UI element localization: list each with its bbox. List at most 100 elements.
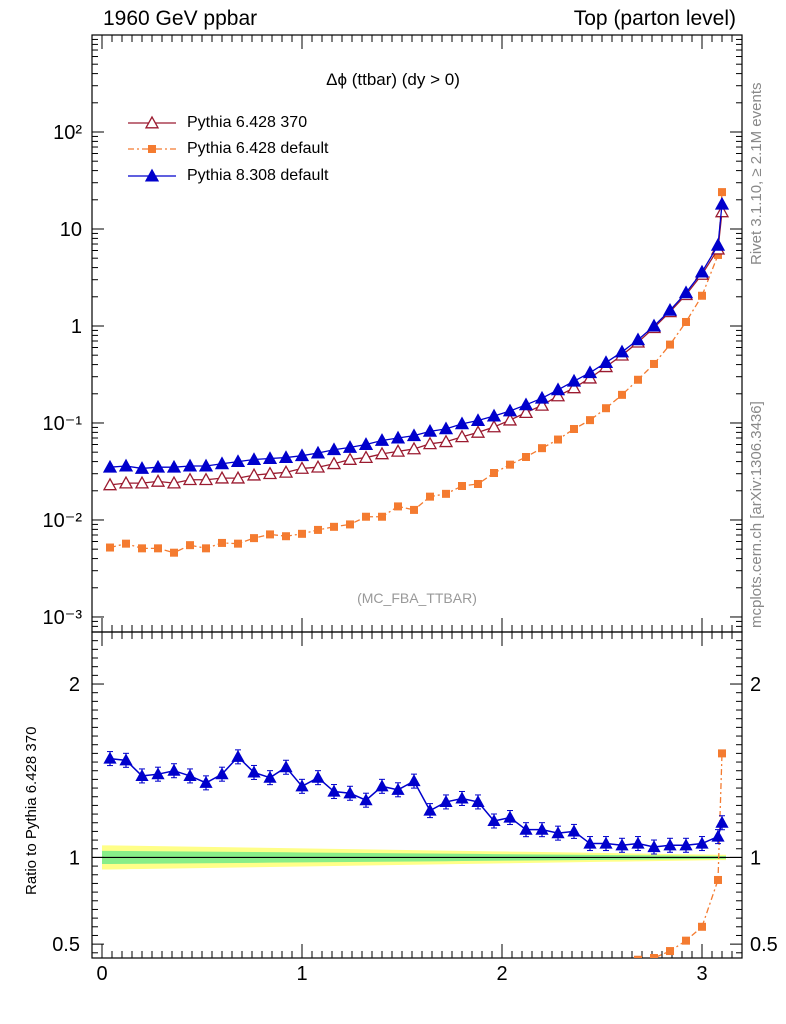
ratio-y-label: Ratio to Pythia 6.428 370 <box>23 726 40 895</box>
rivet-label: Rivet 3.1.10, ≥ 2.1M events <box>748 82 765 266</box>
ratio-point-pythia8-default <box>263 770 277 783</box>
ratio-point-pythia8-default <box>359 793 373 806</box>
ratio-point-pythia6-default <box>538 964 546 972</box>
point-pythia6-370 <box>214 470 230 484</box>
ratio-point-pythia6-default <box>698 922 706 931</box>
point-pythia6-370 <box>134 475 150 489</box>
ratio-x-tick-label: 0 <box>96 963 107 985</box>
ratio-point-pythia8-default <box>167 763 181 776</box>
header-left: 1960 GeV ppbar <box>103 7 258 30</box>
legend-label-pythia8-default: Pythia 8.308 default <box>187 167 329 184</box>
point-pythia6-370 <box>294 461 310 474</box>
point-pythia8-default <box>486 408 502 422</box>
point-pythia8-default <box>374 433 390 446</box>
point-pythia6-default <box>378 512 386 521</box>
point-pythia8-default <box>326 442 342 456</box>
point-pythia6-370 <box>102 477 118 491</box>
series-line-pythia6-default <box>109 192 723 554</box>
ratio-point-pythia8-default <box>295 779 309 792</box>
ratio-point-pythia6-default <box>650 954 658 958</box>
point-pythia6-default <box>394 502 402 511</box>
point-pythia6-default <box>314 525 322 534</box>
point-pythia6-default <box>426 492 434 501</box>
point-pythia6-370 <box>534 398 550 411</box>
point-pythia8-default <box>166 459 182 473</box>
point-pythia6-370 <box>454 429 470 443</box>
point-pythia6-370 <box>374 446 390 460</box>
chart-title: Δϕ (ttbar) (dy > 0) <box>326 70 460 89</box>
point-pythia6-default <box>554 435 562 444</box>
ratio-point-pythia8-default <box>551 826 565 839</box>
ratio-point-pythia8-default <box>391 782 405 795</box>
legend-label-pythia6-370: Pythia 6.428 370 <box>187 114 308 131</box>
ratio-point-pythia6-default <box>410 985 418 993</box>
ratio-point-pythia6-default <box>378 987 386 995</box>
point-pythia6-default <box>122 539 130 548</box>
point-pythia6-default <box>666 340 674 349</box>
ratio-point-pythia6-default <box>554 964 562 972</box>
point-pythia8-default <box>646 318 662 332</box>
ratio-point-pythia6-default <box>282 989 290 997</box>
legend-marker-pythia6-370 <box>144 115 160 129</box>
ratio-point-pythia6-default <box>186 990 194 998</box>
point-pythia8-default <box>406 428 422 442</box>
point-pythia6-370 <box>342 452 358 465</box>
ratio-y-tick-label-right: 1 <box>750 847 761 869</box>
point-pythia6-default <box>170 548 178 557</box>
ratio-point-pythia6-default <box>714 875 722 884</box>
ratio-point-pythia8-default <box>583 836 597 849</box>
point-pythia6-default <box>714 250 722 259</box>
point-pythia8-default <box>182 458 198 472</box>
legend-marker-pythia6-default <box>148 145 156 153</box>
ratio-point-pythia6-default <box>602 963 610 971</box>
ratio-series-group <box>103 749 729 1000</box>
point-pythia6-default <box>650 359 658 368</box>
point-pythia8-default <box>438 421 454 435</box>
ratio-point-pythia6-default <box>394 980 402 988</box>
point-pythia6-370 <box>198 472 214 486</box>
ratio-point-pythia6-default <box>666 947 674 956</box>
point-pythia6-370 <box>118 475 134 489</box>
ratio-point-pythia8-default <box>183 769 197 781</box>
point-pythia6-370 <box>230 470 246 484</box>
point-pythia6-370 <box>566 380 582 394</box>
main-y-tick-label: 10² <box>53 122 82 144</box>
ratio-point-pythia6-default <box>618 959 626 967</box>
ratio-y-tick-label-right: 0.5 <box>750 934 778 956</box>
ratio-point-pythia6-default <box>314 987 322 995</box>
point-pythia6-370 <box>438 434 454 448</box>
point-pythia8-default <box>470 413 486 426</box>
ratio-point-pythia8-default <box>695 836 709 849</box>
ratio-point-pythia8-default <box>663 838 677 851</box>
point-pythia6-default <box>538 444 546 453</box>
point-pythia8-default <box>230 454 246 468</box>
point-pythia6-370 <box>278 464 294 478</box>
point-pythia8-default <box>662 302 678 316</box>
ratio-point-pythia6-default <box>346 990 354 998</box>
point-pythia6-default <box>154 544 162 553</box>
point-pythia6-default <box>490 469 498 478</box>
ratio-point-pythia8-default <box>119 753 133 766</box>
ratio-point-pythia6-default <box>474 977 482 985</box>
point-pythia6-370 <box>422 436 438 450</box>
ratio-point-pythia8-default <box>679 838 693 851</box>
point-pythia6-default <box>202 544 210 553</box>
point-pythia8-default <box>582 365 598 379</box>
point-pythia8-default <box>454 416 470 430</box>
ratio-point-pythia6-default <box>218 990 226 998</box>
ratio-point-pythia6-default <box>330 989 338 997</box>
ratio-x-tick-label: 3 <box>696 963 707 985</box>
ratio-point-pythia6-default <box>718 749 726 758</box>
ratio-point-pythia8-default <box>455 791 469 804</box>
ratio-line-pythia6-default <box>647 753 723 958</box>
ratio-point-pythia6-default <box>682 936 690 945</box>
point-pythia8-default <box>246 452 262 465</box>
analysis-annotation: (MC_FBA_TTBAR) <box>357 590 477 606</box>
ratio-point-pythia6-default <box>202 992 210 1000</box>
main-y-tick-label: 1 <box>71 316 82 338</box>
point-pythia6-default <box>718 188 726 197</box>
point-pythia8-default <box>502 403 518 417</box>
legend-label-pythia6-default: Pythia 6.428 default <box>187 140 329 157</box>
ratio-point-pythia6-default <box>250 989 258 997</box>
point-pythia6-370 <box>714 204 730 218</box>
